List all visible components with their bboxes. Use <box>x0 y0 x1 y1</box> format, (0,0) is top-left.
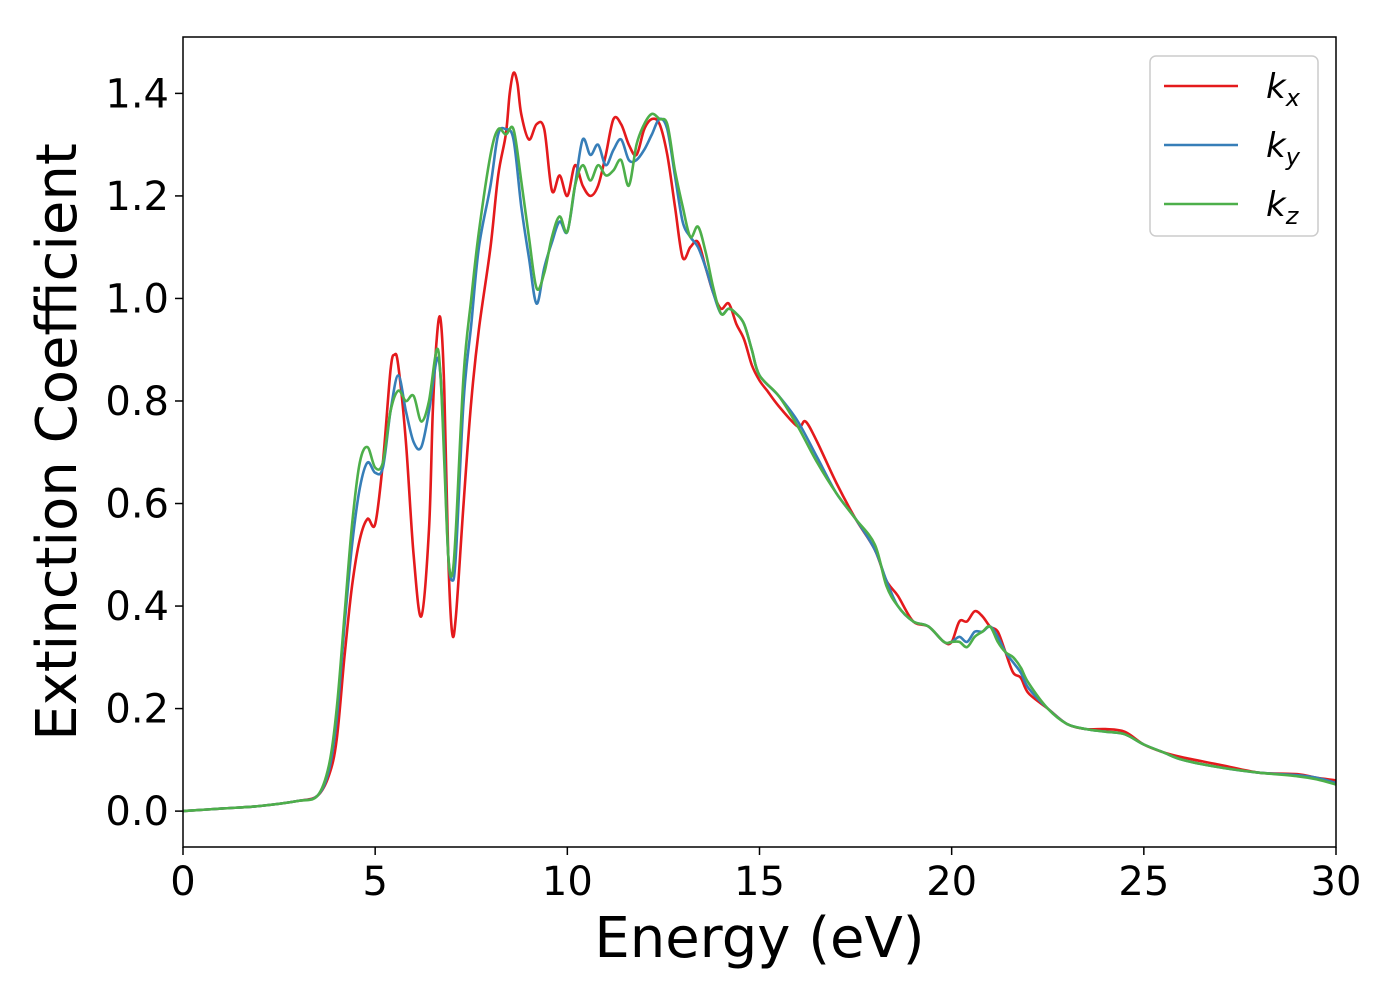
y-tick-label: 1.4 <box>105 71 169 117</box>
series-line-ky <box>182 117 1337 813</box>
y-axis-label: Extinction Coefficient <box>25 143 90 741</box>
legend-label-subscript: x <box>1285 84 1301 112</box>
legend-label-kx: kx <box>1266 67 1301 112</box>
legend-label-ky: ky <box>1266 126 1301 171</box>
series-line-kz <box>182 112 1337 813</box>
y-tick-label: 1.2 <box>105 174 169 220</box>
plot-area <box>183 37 1336 847</box>
x-axis: 0 5 10 15 20 25 30 <box>170 847 1361 905</box>
x-tick-label: 15 <box>734 859 785 905</box>
y-tick-label: 0.4 <box>105 584 169 630</box>
legend-label-main: k <box>1266 67 1287 107</box>
legend-label-subscript: y <box>1285 143 1301 171</box>
x-tick-label: 0 <box>170 859 195 905</box>
x-tick-label: 20 <box>926 859 977 905</box>
x-tick-label: 30 <box>1311 859 1362 905</box>
y-tick-label: 1.0 <box>105 276 169 322</box>
x-tick-label: 25 <box>1118 859 1169 905</box>
legend-label-main: k <box>1266 185 1287 225</box>
y-tick-label: 0.6 <box>105 482 169 528</box>
y-axis: 0.0 0.2 0.4 0.6 0.8 1.0 1.2 1.4 <box>105 71 183 835</box>
y-tick-label: 0.2 <box>105 687 169 733</box>
legend-label-subscript: z <box>1285 202 1300 230</box>
series-layer <box>182 71 1337 813</box>
y-tick-label: 0.0 <box>105 789 169 835</box>
y-tick-label: 0.8 <box>105 379 169 425</box>
legend-label-main: k <box>1266 126 1287 166</box>
x-tick-label: 10 <box>542 859 593 905</box>
x-tick-label: 5 <box>362 859 387 905</box>
x-axis-label: Energy (eV) <box>594 906 924 971</box>
legend-label-kz: kz <box>1266 185 1300 230</box>
